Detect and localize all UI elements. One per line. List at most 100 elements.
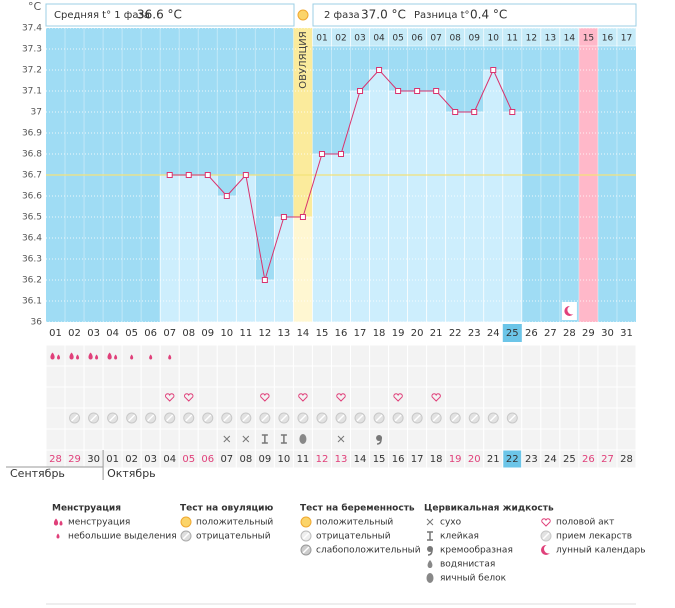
event-cell [273,386,294,409]
drop-icon [114,354,118,360]
event-cell [216,365,237,388]
event-cell [464,365,485,388]
event-cell [426,365,447,388]
event-cell [445,365,466,388]
temp-bar [464,111,485,323]
dry-icon [242,435,250,443]
event-cell [292,365,313,388]
event-cell [350,365,371,388]
cycle-day: 28 [563,328,576,339]
pill-line [302,546,310,554]
event-cell [45,407,66,430]
event-cell [578,386,599,409]
cycle-day: 16 [335,328,348,339]
cycle-day: 18 [373,328,386,339]
event-cell [521,407,542,430]
drop-icon [53,518,59,526]
pill-line [337,414,345,422]
temp-point [414,88,421,94]
phase2-value: 37.0 °C [361,8,406,22]
temp-point [471,109,478,115]
event-cell [197,344,218,367]
event-cell [540,428,561,451]
event-cell [445,428,466,451]
event-cell [140,365,161,388]
event-cell [311,428,332,451]
y-tick-label: 37.2 [22,66,42,76]
event-cell [369,365,390,388]
event-cell [159,428,180,451]
temp-point [280,214,287,220]
temp-bar [426,90,446,323]
drop-icon [76,354,80,360]
event-cell [578,365,599,388]
event-cell [102,365,123,388]
event-cell [521,344,542,367]
ovulation-icon [297,9,309,21]
temp-bar [178,174,199,323]
event-cell [197,428,218,451]
sticky-icon [261,434,268,444]
temp-point [376,67,383,73]
event-cell [102,344,123,367]
temp-bar [159,174,180,323]
pill-line [299,414,307,422]
event-cell [521,365,542,388]
event-cell [45,428,66,451]
temp-point [452,109,459,115]
temp-point [166,172,173,178]
event-cell [83,428,104,451]
pill-line [128,414,136,422]
event-cell [559,365,580,388]
pill-line [451,414,459,422]
legend-title: Менструация [52,504,121,514]
date: 16 [392,454,405,465]
date: 23 [525,454,538,465]
event-cell [45,365,66,388]
temp-bar [274,216,294,323]
phase2-day: 13 [545,34,556,44]
event-cell [616,344,637,367]
event-cell [540,407,561,430]
cycle-day: 23 [468,328,481,339]
date: 11 [297,454,310,465]
event-cell [311,386,332,409]
date: 28 [49,454,62,465]
event-cell [311,365,332,388]
month: Октябрь [107,467,156,480]
phase2-day: 01 [316,34,327,44]
phase2-cell [616,27,637,47]
event-cell [369,344,390,367]
date: 20 [468,454,481,465]
y-tick-label: 36.6 [22,192,42,202]
cycle-day: 10 [220,328,233,339]
event-cell [502,344,523,367]
event-cell [464,386,485,409]
phase2-day: 02 [335,34,346,44]
drop-icon [59,520,63,526]
pill-line [185,414,193,422]
event-cell [407,365,428,388]
month: Сентябрь [10,467,65,480]
y-tick-label: 36.9 [22,129,42,139]
drop-icon [57,354,61,360]
event-cell [502,428,523,451]
cycle-day: 07 [163,328,176,339]
event-cell [559,344,580,367]
date-cell [616,449,637,469]
cycle-day: 06 [144,328,157,339]
pill-line [542,532,550,540]
temp-bar [197,174,218,323]
cycle-day: 29 [582,328,595,339]
temp-point [490,67,497,73]
phase2-day: 16 [602,34,614,44]
event-cell [64,344,85,367]
date: 26 [582,454,595,465]
date: 14 [354,454,367,465]
event-cell [64,428,85,451]
ovulation-label: ОВУЛЯЦИЯ [298,31,309,89]
cycle-day: 12 [259,328,272,339]
legend-item: водянистая [440,560,495,570]
pill-line [204,414,212,422]
event-cell [178,386,199,409]
